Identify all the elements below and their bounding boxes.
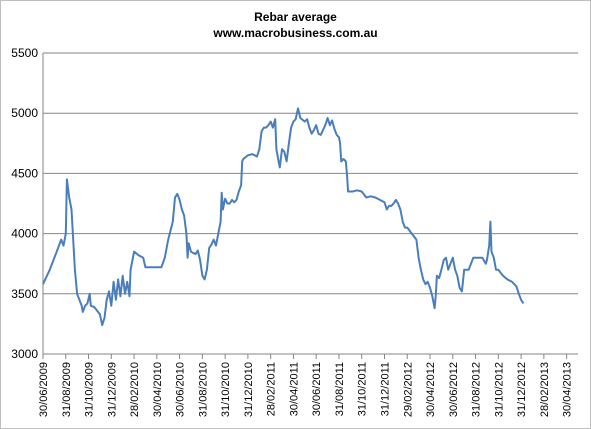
x-tick-label: 31/08/2009	[61, 362, 73, 417]
x-tick-label: 28/02/2010	[129, 362, 141, 417]
x-tick-label: 31/12/2012	[516, 362, 528, 417]
x-tick-label: 31/12/2010	[243, 362, 255, 417]
x-tick-label: 30/06/2009	[38, 362, 50, 417]
x-tick-label: 31/08/2010	[197, 362, 209, 417]
x-tick-label: 30/04/2012	[425, 362, 437, 417]
y-tick-label: 3000	[11, 347, 38, 361]
y-tick-label: 5500	[11, 46, 38, 60]
x-tick-label: 31/10/2009	[84, 362, 96, 417]
y-tick-label: 3500	[11, 287, 38, 301]
x-axis-ticks: 30/06/2009 31/08/2009 31/10/2009 31/12/2009…	[38, 354, 574, 417]
y-axis-ticks: 3000 3500 4000 4500 5000 5500	[11, 46, 38, 361]
series-line	[42, 107, 525, 327]
x-tick-label: 31/12/2011	[379, 362, 391, 416]
x-tick-label: 29/02/2012	[402, 362, 414, 417]
chart-title: Rebar average	[254, 10, 337, 24]
x-tick-label: 31/10/2012	[493, 362, 505, 417]
x-tick-label: 28/02/2013	[539, 362, 551, 417]
y-tick-label: 4000	[11, 227, 38, 241]
x-tick-label: 30/06/2010	[175, 362, 187, 417]
x-tick-label: 30/04/2011	[288, 362, 300, 416]
x-tick-label: 31/08/2012	[471, 362, 483, 417]
x-tick-label: 30/06/2012	[448, 362, 460, 417]
y-tick-label: 4500	[11, 166, 38, 180]
gridlines	[43, 52, 578, 355]
x-tick-label: 31/10/2010	[220, 362, 232, 417]
x-tick-label: 30/04/2013	[562, 362, 574, 417]
x-tick-label: 30/06/2011	[311, 362, 323, 416]
x-tick-label: 31/10/2011	[357, 362, 369, 416]
x-tick-label: 28/02/2011	[266, 362, 278, 416]
x-tick-label: 30/04/2010	[152, 362, 164, 417]
chart-subtitle: www.macrobusiness.com.au	[213, 26, 378, 40]
series-group	[42, 107, 525, 327]
x-tick-label: 31/08/2011	[334, 362, 346, 416]
x-tick-label: 31/12/2009	[106, 362, 118, 417]
y-tick-label: 5000	[11, 106, 38, 120]
